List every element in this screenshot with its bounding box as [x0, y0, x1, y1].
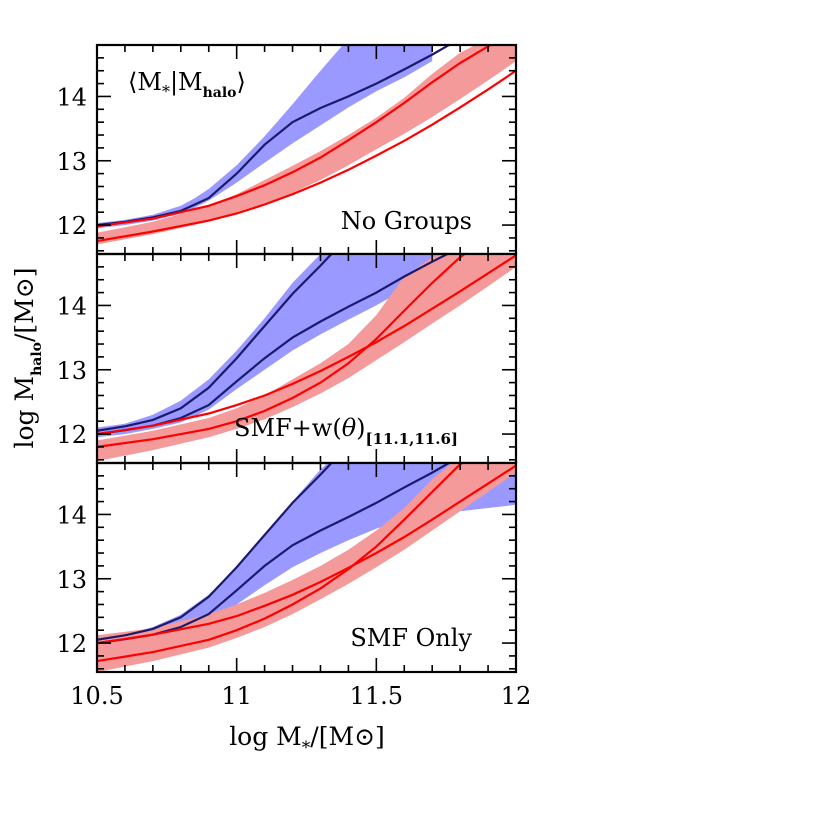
y-tick-label: 13	[56, 148, 87, 176]
x-tick-label: 11.5	[350, 682, 403, 710]
y-tick-label: 12	[56, 630, 87, 658]
blue-band	[97, 254, 516, 438]
blue-model-line	[97, 254, 333, 432]
panel-no-groups: ⟨M*|Mhalo⟩ No Groups	[95, 43, 518, 256]
red-band	[97, 463, 516, 672]
y-tick-label: 12	[56, 421, 87, 449]
y-tick-label: 13	[56, 357, 87, 385]
y-tick-labels: 12 13 14 12 13 14 12 13 14	[56, 83, 87, 658]
red-model-line	[97, 69, 516, 243]
red-band	[97, 45, 516, 245]
x-axis-title: log M*/[M⊙]	[229, 722, 385, 758]
panel-smf-only: SMF Only	[95, 461, 518, 674]
y-tick-label: 14	[56, 501, 87, 529]
red-model-line	[97, 464, 516, 645]
x-tick-label: 10.5	[70, 682, 123, 710]
y-tick-label: 12	[56, 212, 87, 240]
y-tick-label: 14	[56, 292, 87, 320]
y-tick-label: 14	[56, 83, 87, 111]
panel-annotation: SMF+w(θ)[11.1,11.6]	[234, 414, 458, 448]
red-model-line	[97, 254, 516, 436]
x-tick-label: 12	[501, 682, 532, 710]
blue-band	[97, 45, 433, 229]
x-tick-labels: 10.5 11 11.5 12	[70, 682, 531, 710]
blue-model-line	[97, 45, 452, 227]
red-model-line	[97, 254, 467, 448]
blue-model-line	[97, 463, 333, 641]
panel-smf-wtheta: SMF+w(θ)[11.1,11.6]	[95, 252, 518, 465]
panel-frame	[95, 461, 518, 674]
panel-annotation: SMF Only	[350, 624, 472, 652]
x-tick-label: 11	[221, 682, 252, 710]
red-model-line	[97, 45, 494, 228]
red-model-line	[97, 463, 465, 663]
y-axis-title: log Mhalo/[M⊙]	[10, 267, 45, 448]
red-band	[97, 254, 516, 462]
panel-top-label: ⟨M*|Mhalo⟩	[128, 68, 246, 101]
panel-annotation: No Groups	[341, 207, 472, 235]
y-tick-label: 13	[56, 566, 87, 594]
